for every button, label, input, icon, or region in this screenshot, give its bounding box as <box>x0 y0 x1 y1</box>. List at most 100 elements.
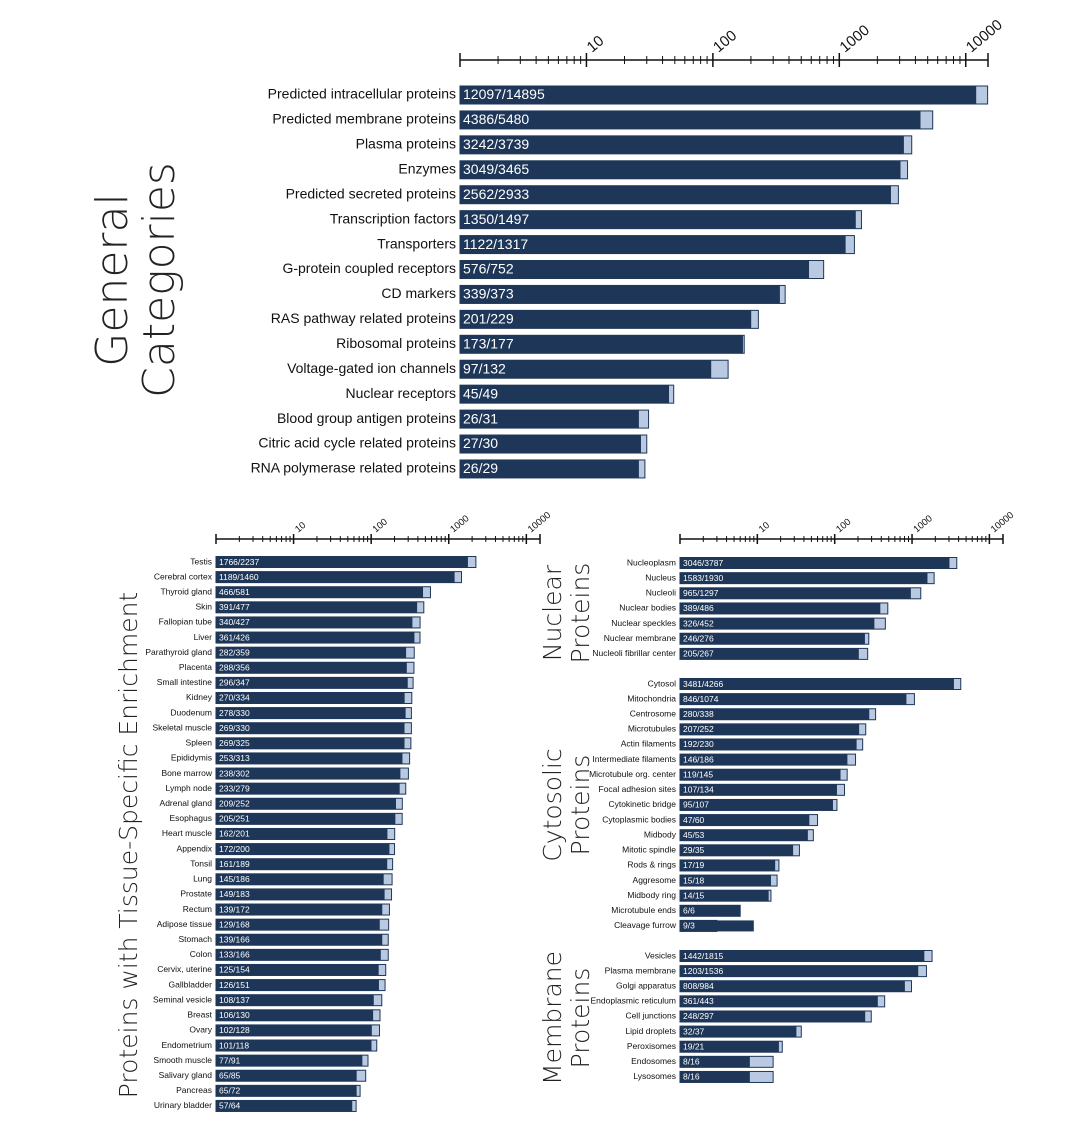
value-label: 47/60 <box>683 815 705 825</box>
count-bar <box>216 647 407 659</box>
category-label: Rectum <box>183 904 212 914</box>
count-bar <box>680 1026 797 1038</box>
category-label: Nucleoli fibrillar center <box>592 648 676 658</box>
category-label: Predicted intracellular proteins <box>268 86 456 102</box>
count-bar <box>680 1056 750 1068</box>
value-label: 1583/1930 <box>683 573 723 583</box>
category-label: Duodenum <box>170 707 212 717</box>
count-bar <box>216 677 408 689</box>
count-bar <box>680 829 808 841</box>
value-label: 296/347 <box>219 678 250 688</box>
value-label: 1189/1460 <box>219 572 259 582</box>
category-label: Nuclear membrane <box>604 633 677 643</box>
value-label: 139/172 <box>219 904 250 914</box>
value-label: 965/1297 <box>683 588 719 598</box>
count-bar <box>680 723 860 735</box>
category-label: Ribosomal proteins <box>336 335 456 351</box>
count-bar <box>680 572 928 584</box>
value-label: 1203/1536 <box>683 966 723 976</box>
value-label: 17/19 <box>683 860 705 870</box>
category-label: Breast <box>187 1010 212 1020</box>
category-label: Intermediate filaments <box>592 754 676 764</box>
category-label: Salivary gland <box>159 1070 213 1080</box>
value-label: 8/16 <box>683 1072 700 1082</box>
value-label: 119/145 <box>683 769 713 779</box>
value-label: 108/137 <box>219 995 250 1005</box>
value-label: 139/166 <box>219 935 250 945</box>
x-tick-label: 1000 <box>448 513 471 535</box>
value-label: 65/85 <box>219 1070 241 1080</box>
value-label: 209/252 <box>219 799 250 809</box>
count-bar <box>460 210 856 229</box>
count-bar <box>216 813 396 825</box>
value-label: 172/200 <box>219 844 250 854</box>
count-bar <box>680 738 857 750</box>
category-label: Lipid droplets <box>625 1026 676 1036</box>
value-label: 846/1074 <box>683 694 719 704</box>
value-label: 808/984 <box>683 981 714 991</box>
count-bar <box>460 86 977 104</box>
category-label: Lung <box>193 874 212 884</box>
category-label: Midbody <box>644 829 677 839</box>
x-tick-label: 100 <box>371 517 390 536</box>
panel-title: Categories <box>134 162 185 398</box>
count-bar <box>460 335 743 354</box>
category-label: Midbody ring <box>627 890 676 900</box>
category-label: Thyroid gland <box>160 586 212 596</box>
category-label: Peroxisomes <box>627 1041 676 1051</box>
value-label: 326/452 <box>683 618 714 628</box>
category-label: Predicted membrane proteins <box>272 111 456 127</box>
panel-title: Nuclear <box>538 564 567 661</box>
count-bar <box>680 844 794 856</box>
count-bar <box>460 110 921 129</box>
count-bar <box>460 185 891 204</box>
category-label: Nuclear bodies <box>619 603 676 613</box>
count-bar <box>216 919 380 931</box>
value-label: 161/189 <box>219 859 250 869</box>
category-label: Heart muscle <box>162 828 212 838</box>
value-label: 29/35 <box>683 845 705 855</box>
category-label: Testis <box>190 556 212 566</box>
count-bar <box>680 890 769 902</box>
category-label: Actin filaments <box>621 739 676 749</box>
count-bar <box>680 965 919 977</box>
count-bar <box>460 135 904 154</box>
category-label: Bone marrow <box>161 768 212 778</box>
category-label: Adipose tissue <box>157 919 213 929</box>
count-bar <box>216 1040 372 1052</box>
count-bar <box>680 693 907 705</box>
value-label: 15/18 <box>683 875 705 885</box>
count-bar <box>216 632 415 644</box>
category-label: Citric acid cycle related proteins <box>258 435 456 451</box>
value-label: 107/134 <box>683 785 714 795</box>
category-label: Predicted secreted proteins <box>286 185 456 201</box>
count-bar <box>680 950 925 962</box>
value-label: 270/334 <box>219 693 250 703</box>
value-label: 97/132 <box>463 360 506 376</box>
category-label: Transcription factors <box>330 210 456 226</box>
count-bar <box>216 1100 353 1112</box>
category-label: Nuclear speckles <box>611 618 676 628</box>
category-label: Smooth muscle <box>153 1055 212 1065</box>
count-bar <box>680 1071 750 1083</box>
count-bar <box>680 980 905 992</box>
value-label: 339/373 <box>463 286 514 302</box>
value-label: 288/356 <box>219 663 250 673</box>
category-label: Endosomes <box>631 1056 676 1066</box>
count-bar <box>680 587 911 599</box>
panel-title: Proteins <box>566 968 595 1069</box>
value-label: 65/72 <box>219 1086 241 1096</box>
category-label: Mitotic spindle <box>622 845 676 855</box>
value-label: 391/477 <box>219 602 250 612</box>
value-label: 340/427 <box>219 617 250 627</box>
count-bar <box>680 708 870 720</box>
count-bar <box>216 752 403 764</box>
x-tick-label: 100 <box>710 27 740 56</box>
category-label: Placenta <box>179 662 212 672</box>
value-label: 576/752 <box>463 261 514 277</box>
category-label: Microtubule org. center <box>589 769 676 779</box>
count-bar <box>216 994 374 1006</box>
value-label: 1122/1317 <box>463 236 528 252</box>
category-label: Stomach <box>178 934 212 944</box>
value-label: 1766/2237 <box>219 557 259 567</box>
